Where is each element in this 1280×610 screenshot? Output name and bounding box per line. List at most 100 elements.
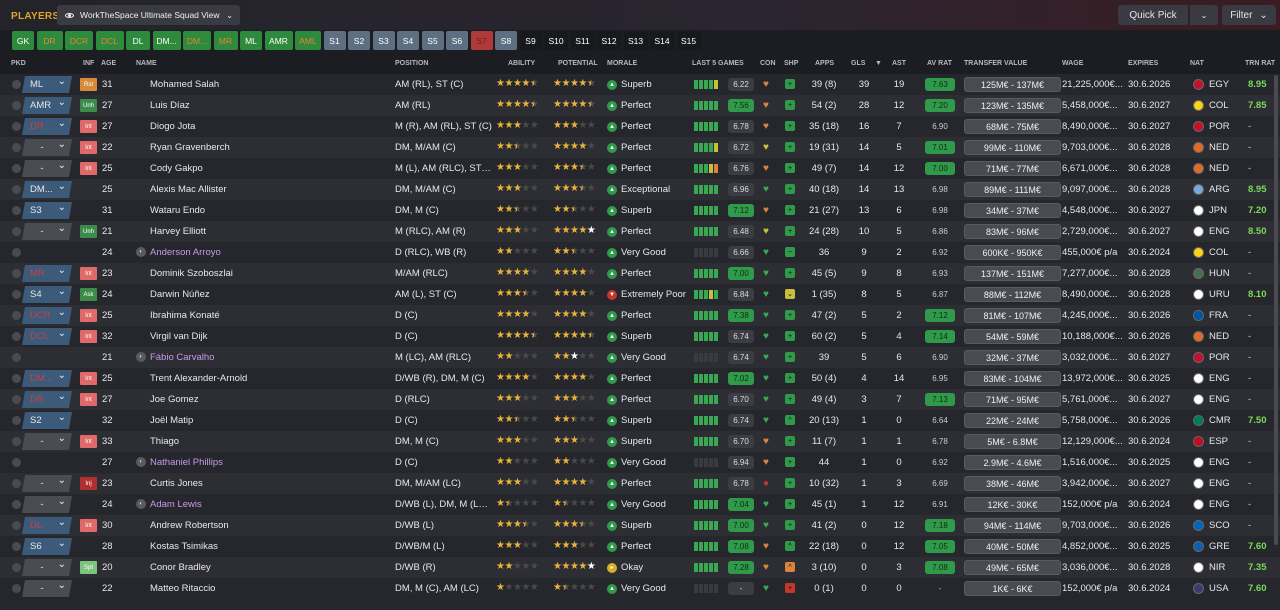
chip-s8[interactable]: S8 bbox=[495, 31, 517, 50]
picked-position-dropdown[interactable]: MR bbox=[22, 265, 72, 282]
picked-position-dropdown[interactable]: DL bbox=[22, 517, 72, 534]
table-row[interactable]: 24 ◐ Anderson Arroyo D (RLC), WB (R) ★ ★ ★ ★ ★ ★ ★… bbox=[0, 242, 1280, 263]
chip-s6[interactable]: S6 bbox=[446, 31, 468, 50]
player-name[interactable]: Thiago bbox=[150, 436, 180, 447]
select-checkbox[interactable] bbox=[12, 206, 21, 215]
col-name[interactable]: NAME bbox=[136, 60, 157, 67]
player-name[interactable]: Nathaniel Phillips bbox=[150, 457, 223, 468]
select-checkbox[interactable] bbox=[12, 185, 21, 194]
player-name[interactable]: Mohamed Salah bbox=[150, 79, 220, 90]
table-row[interactable]: DR Int 27 Diogo Jota M (R), AM (RL), ST (C) ★… bbox=[0, 116, 1280, 137]
picked-position-dropdown[interactable]: - bbox=[22, 139, 72, 156]
chip-mr[interactable]: MR bbox=[213, 31, 238, 50]
col-apps[interactable]: APPS bbox=[815, 60, 835, 67]
select-checkbox[interactable] bbox=[12, 542, 21, 551]
chip-s9[interactable]: S9 bbox=[519, 31, 542, 50]
chip-aml[interactable]: AML bbox=[295, 31, 321, 50]
select-checkbox[interactable] bbox=[12, 395, 21, 404]
select-checkbox[interactable] bbox=[12, 500, 21, 509]
picked-position-dropdown[interactable]: S3 bbox=[22, 202, 72, 219]
select-checkbox[interactable] bbox=[12, 563, 21, 572]
col-inf[interactable]: INF bbox=[83, 60, 95, 67]
player-name[interactable]: Ryan Gravenberch bbox=[150, 142, 230, 153]
player-name[interactable]: Harvey Elliott bbox=[150, 226, 206, 237]
picked-position-dropdown[interactable]: - bbox=[22, 433, 72, 450]
picked-position-dropdown[interactable]: - bbox=[22, 160, 72, 177]
col-shp[interactable]: SHP bbox=[784, 60, 799, 67]
chip-dr[interactable]: DR bbox=[36, 31, 63, 50]
picked-position-dropdown[interactable]: DR bbox=[22, 391, 72, 408]
select-checkbox[interactable] bbox=[12, 374, 21, 383]
player-name[interactable]: Virgil van Dijk bbox=[150, 331, 208, 342]
col-morale[interactable]: MORALE bbox=[607, 60, 638, 67]
table-row[interactable]: 27 ◐ Nathaniel Phillips D (C) ★ ★ ★ ★ ★ ★ ★ ★ ★ ★ ▲ Ver… bbox=[0, 452, 1280, 473]
player-name[interactable]: Luis Díaz bbox=[150, 100, 190, 111]
chip-dm[interactable]: DM... bbox=[152, 31, 181, 50]
col-pkd[interactable]: PKD bbox=[11, 60, 26, 67]
picked-position-dropdown[interactable]: DM... bbox=[22, 181, 72, 198]
player-name[interactable]: Fábio Carvalho bbox=[150, 352, 215, 363]
picked-position-dropdown[interactable]: - bbox=[22, 223, 72, 240]
picked-position-dropdown[interactable]: DM... bbox=[22, 370, 72, 387]
col-transfer-value[interactable]: TRANSFER VALUE bbox=[964, 60, 1028, 67]
chip-ml[interactable]: ML bbox=[240, 31, 262, 50]
select-checkbox[interactable] bbox=[12, 143, 21, 152]
col-expires[interactable]: EXPIRES bbox=[1128, 60, 1159, 67]
select-checkbox[interactable] bbox=[12, 437, 21, 446]
picked-position-dropdown[interactable]: - bbox=[22, 475, 72, 492]
picked-position-dropdown[interactable]: - bbox=[22, 559, 72, 576]
player-name[interactable]: Curtis Jones bbox=[150, 478, 203, 489]
player-name[interactable]: Dominik Szoboszlai bbox=[150, 268, 233, 279]
picked-position-dropdown[interactable]: AMR bbox=[22, 97, 72, 114]
col-gls[interactable]: GLS bbox=[851, 60, 866, 67]
quick-pick-dropdown[interactable]: ⌄ bbox=[1190, 5, 1218, 25]
player-name[interactable]: Andrew Robertson bbox=[150, 520, 229, 531]
player-name[interactable]: Conor Bradley bbox=[150, 562, 211, 573]
chip-s1[interactable]: S1 bbox=[323, 31, 346, 50]
select-checkbox[interactable] bbox=[12, 416, 21, 425]
picked-position-dropdown[interactable]: ML bbox=[22, 76, 72, 93]
player-name[interactable]: Trent Alexander-Arnold bbox=[150, 373, 248, 384]
chip-s10[interactable]: S10 bbox=[544, 31, 568, 50]
quick-pick-button[interactable]: Quick Pick bbox=[1118, 5, 1188, 25]
select-checkbox[interactable] bbox=[12, 101, 21, 110]
select-checkbox[interactable] bbox=[12, 332, 21, 341]
chip-amr[interactable]: AMR bbox=[264, 31, 293, 50]
select-checkbox[interactable] bbox=[12, 269, 21, 278]
col-position[interactable]: POSITION bbox=[395, 60, 429, 67]
picked-position-dropdown[interactable]: - bbox=[22, 496, 72, 513]
col-potential[interactable]: POTENTIAL bbox=[558, 60, 598, 67]
col-con[interactable]: CON bbox=[760, 60, 776, 67]
picked-position-dropdown[interactable]: DR bbox=[22, 118, 72, 135]
player-name[interactable]: Adam Lewis bbox=[150, 499, 202, 510]
col-ast[interactable]: AST bbox=[892, 60, 906, 67]
select-checkbox[interactable] bbox=[12, 521, 21, 530]
picked-position-dropdown[interactable]: S6 bbox=[22, 538, 72, 555]
select-checkbox[interactable] bbox=[12, 80, 21, 89]
chip-s2[interactable]: S2 bbox=[348, 31, 370, 50]
player-name[interactable]: Joël Matip bbox=[150, 415, 194, 426]
player-name[interactable]: Joe Gomez bbox=[150, 394, 199, 405]
player-name[interactable]: Matteo Ritaccio bbox=[150, 583, 216, 594]
scrollbar[interactable] bbox=[1274, 75, 1278, 545]
table-row[interactable]: DM... Int 25 Trent Alexander-Arnold D/WB (R)… bbox=[0, 368, 1280, 389]
picked-position-dropdown[interactable]: DCR bbox=[22, 307, 72, 324]
chip-s13[interactable]: S13 bbox=[623, 31, 648, 50]
chip-s5[interactable]: S5 bbox=[421, 31, 444, 50]
picked-position-dropdown[interactable]: S4 bbox=[22, 286, 72, 303]
col-ability[interactable]: ABILITY bbox=[508, 60, 536, 67]
